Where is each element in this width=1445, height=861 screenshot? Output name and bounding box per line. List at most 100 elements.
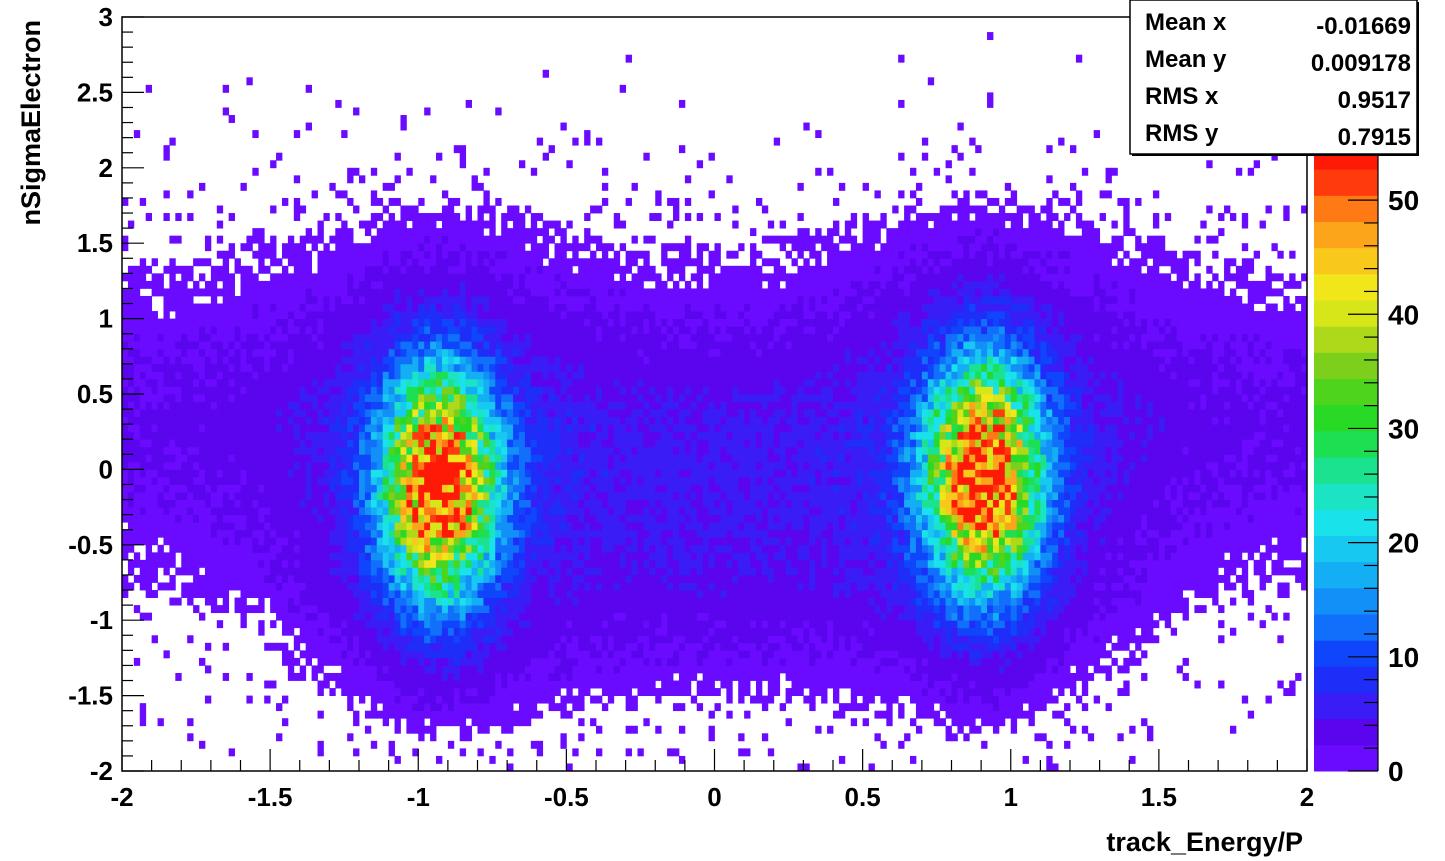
heatmap-cell bbox=[400, 672, 407, 681]
heatmap-cell bbox=[252, 235, 259, 244]
heatmap-cell bbox=[501, 326, 508, 335]
heatmap-cell bbox=[400, 484, 407, 493]
heatmap-cell bbox=[394, 431, 401, 440]
heatmap-cell bbox=[347, 326, 354, 335]
heatmap-cell bbox=[151, 341, 158, 350]
heatmap-cell bbox=[483, 363, 490, 372]
heatmap-cell bbox=[353, 371, 360, 380]
heatmap-cell bbox=[412, 514, 419, 523]
heatmap-cell bbox=[584, 356, 591, 365]
heatmap-cell bbox=[204, 258, 212, 267]
heatmap-cell bbox=[489, 273, 496, 282]
heatmap-cell bbox=[246, 363, 253, 372]
heatmap-cell bbox=[489, 333, 496, 342]
heatmap-cell bbox=[436, 454, 443, 463]
heatmap-cell bbox=[127, 273, 135, 282]
heatmap-cell bbox=[406, 363, 413, 372]
heatmap-cell bbox=[560, 544, 567, 553]
heatmap-cell bbox=[530, 220, 538, 229]
heatmap-cell bbox=[222, 356, 230, 365]
heatmap-cell bbox=[323, 454, 330, 463]
heatmap-cell bbox=[382, 590, 390, 598]
heatmap-cell bbox=[560, 695, 567, 704]
heatmap-cell bbox=[406, 650, 413, 659]
heatmap-cell bbox=[477, 476, 484, 485]
heatmap-cell bbox=[169, 280, 176, 289]
heatmap-cell bbox=[299, 265, 307, 274]
heatmap-cell bbox=[507, 348, 514, 357]
heatmap-cell bbox=[584, 228, 591, 237]
heatmap-cell bbox=[276, 348, 283, 357]
heatmap-cell bbox=[353, 288, 360, 297]
heatmap-cell bbox=[406, 371, 413, 380]
heatmap-cell bbox=[453, 718, 461, 727]
heatmap-cell bbox=[489, 213, 496, 221]
heatmap-cell bbox=[501, 356, 508, 365]
heatmap-cell bbox=[406, 688, 413, 696]
heatmap-cell bbox=[323, 582, 330, 591]
heatmap-cell bbox=[376, 635, 384, 644]
heatmap-cell bbox=[412, 348, 419, 357]
heatmap-cell bbox=[507, 552, 514, 561]
heatmap-cell bbox=[382, 326, 390, 335]
heatmap-cell bbox=[554, 492, 561, 500]
heatmap-cell bbox=[264, 431, 271, 440]
heatmap-cell bbox=[353, 273, 360, 282]
heatmap-cell bbox=[382, 250, 390, 259]
heatmap-cell bbox=[276, 642, 283, 651]
heatmap-cell bbox=[293, 303, 301, 312]
heatmap-cell bbox=[281, 386, 289, 395]
heatmap-cell bbox=[234, 537, 241, 546]
heatmap-cell bbox=[216, 386, 224, 395]
heatmap-cell bbox=[542, 507, 549, 516]
heatmap-cell bbox=[507, 273, 514, 282]
heatmap-cell bbox=[240, 182, 247, 191]
heatmap-cell bbox=[305, 544, 312, 553]
heatmap-cell bbox=[471, 590, 478, 598]
heatmap-cell bbox=[293, 605, 301, 614]
heatmap-cell bbox=[436, 416, 443, 425]
heatmap-cell bbox=[536, 348, 544, 357]
heatmap-cell bbox=[530, 680, 538, 689]
heatmap-cell bbox=[341, 665, 348, 674]
heatmap-cell bbox=[436, 409, 443, 418]
heatmap-cell bbox=[133, 424, 141, 433]
heatmap-cell bbox=[258, 401, 265, 410]
heatmap-cell bbox=[145, 507, 153, 516]
heatmap-cell bbox=[270, 476, 277, 485]
heatmap-cell bbox=[270, 446, 277, 455]
heatmap-cell bbox=[542, 514, 549, 523]
heatmap-cell bbox=[536, 363, 544, 372]
heatmap-cell bbox=[441, 348, 449, 357]
heatmap-cell bbox=[607, 439, 615, 448]
heatmap-cell bbox=[193, 484, 200, 493]
heatmap-cell bbox=[163, 522, 170, 531]
heatmap-cell bbox=[187, 348, 194, 357]
heatmap-cell bbox=[157, 424, 164, 433]
heatmap-cell bbox=[228, 356, 235, 365]
heatmap-cell bbox=[483, 250, 490, 259]
heatmap-cell bbox=[489, 635, 496, 644]
heatmap-cell bbox=[578, 431, 585, 440]
heatmap-cell bbox=[501, 461, 508, 470]
heatmap-cell bbox=[560, 401, 567, 410]
heatmap-cell bbox=[447, 507, 455, 516]
heatmap-cell bbox=[584, 657, 591, 666]
heatmap-cell bbox=[560, 620, 567, 629]
heatmap-cell bbox=[323, 529, 330, 538]
heatmap-cell bbox=[518, 522, 526, 531]
heatmap-cell bbox=[133, 657, 141, 666]
heatmap-cell bbox=[181, 303, 188, 312]
heatmap-cell bbox=[542, 612, 549, 621]
heatmap-cell bbox=[127, 348, 135, 357]
heatmap-cell bbox=[412, 235, 419, 244]
heatmap-cell bbox=[240, 311, 247, 319]
heatmap-cell bbox=[459, 220, 467, 229]
heatmap-cell bbox=[181, 552, 188, 561]
heatmap-cell bbox=[465, 507, 472, 516]
heatmap-cell bbox=[524, 326, 532, 335]
heatmap-cell bbox=[317, 288, 324, 297]
heatmap-cell bbox=[566, 514, 573, 523]
heatmap-cell bbox=[601, 499, 609, 508]
heatmap-cell bbox=[122, 446, 129, 455]
